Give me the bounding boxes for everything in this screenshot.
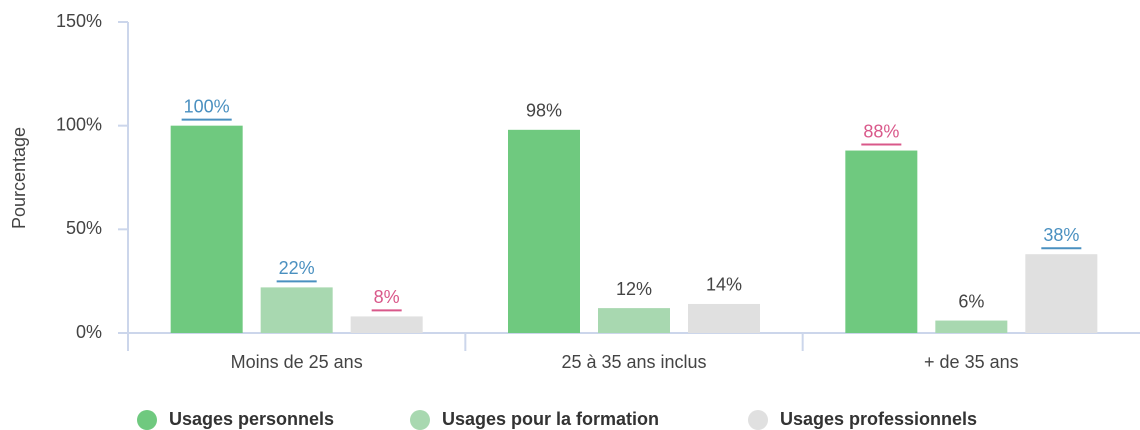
bar xyxy=(508,129,580,333)
y-axis-title: Pourcentage xyxy=(9,127,29,229)
value-label[interactable]: 8% xyxy=(374,287,400,307)
legend-marker xyxy=(748,410,768,430)
value-label[interactable]: 38% xyxy=(1043,225,1079,245)
bar xyxy=(1025,254,1098,333)
y-tick-label: 100% xyxy=(56,114,102,134)
value-label[interactable]: 22% xyxy=(279,258,315,278)
value-label: 6% xyxy=(958,291,984,311)
bar xyxy=(170,125,243,334)
y-tick-label: 50% xyxy=(66,218,102,238)
legend-text[interactable]: Usages personnels xyxy=(169,409,334,429)
x-tick-label: + de 35 ans xyxy=(924,352,1019,372)
bar xyxy=(598,308,670,333)
value-label: 98% xyxy=(526,101,562,121)
x-tick-label: 25 à 35 ans inclus xyxy=(561,352,706,372)
y-tick-label: 0% xyxy=(76,322,102,342)
bar xyxy=(935,320,1008,333)
legend-text[interactable]: Usages professionnels xyxy=(780,409,977,429)
bar xyxy=(688,303,760,333)
legend-marker xyxy=(410,410,430,430)
legend-marker xyxy=(137,410,157,430)
x-tick-label: Moins de 25 ans xyxy=(231,352,363,372)
y-tick-label: 150% xyxy=(56,11,102,31)
value-label[interactable]: 100% xyxy=(184,96,230,116)
bar xyxy=(350,316,423,333)
legend-text[interactable]: Usages pour la formation xyxy=(442,409,659,429)
value-label[interactable]: 88% xyxy=(863,121,899,141)
bar xyxy=(260,287,333,333)
bar xyxy=(845,150,918,333)
value-label: 12% xyxy=(616,279,652,299)
value-label: 14% xyxy=(706,275,742,295)
